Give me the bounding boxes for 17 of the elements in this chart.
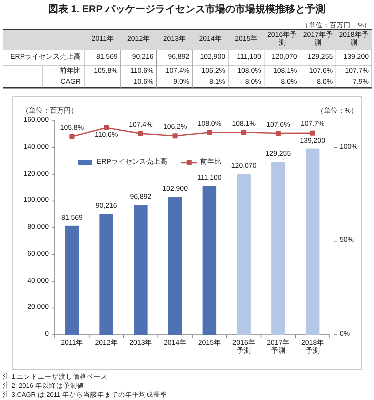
point xyxy=(172,134,178,139)
bar xyxy=(237,174,251,335)
bar xyxy=(306,148,320,335)
point xyxy=(104,125,110,130)
bar xyxy=(65,226,80,335)
bar xyxy=(202,186,217,335)
point xyxy=(276,131,281,136)
chart-title: 図表 1. ERP パッケージライセンス市場の市場規模推移と予測 xyxy=(48,4,326,16)
point xyxy=(207,130,212,136)
point xyxy=(242,130,247,136)
point xyxy=(70,134,75,140)
bar xyxy=(168,197,182,335)
point xyxy=(138,131,144,136)
bar xyxy=(134,205,148,335)
bar xyxy=(272,162,286,335)
point xyxy=(310,130,316,136)
bar xyxy=(100,214,114,335)
